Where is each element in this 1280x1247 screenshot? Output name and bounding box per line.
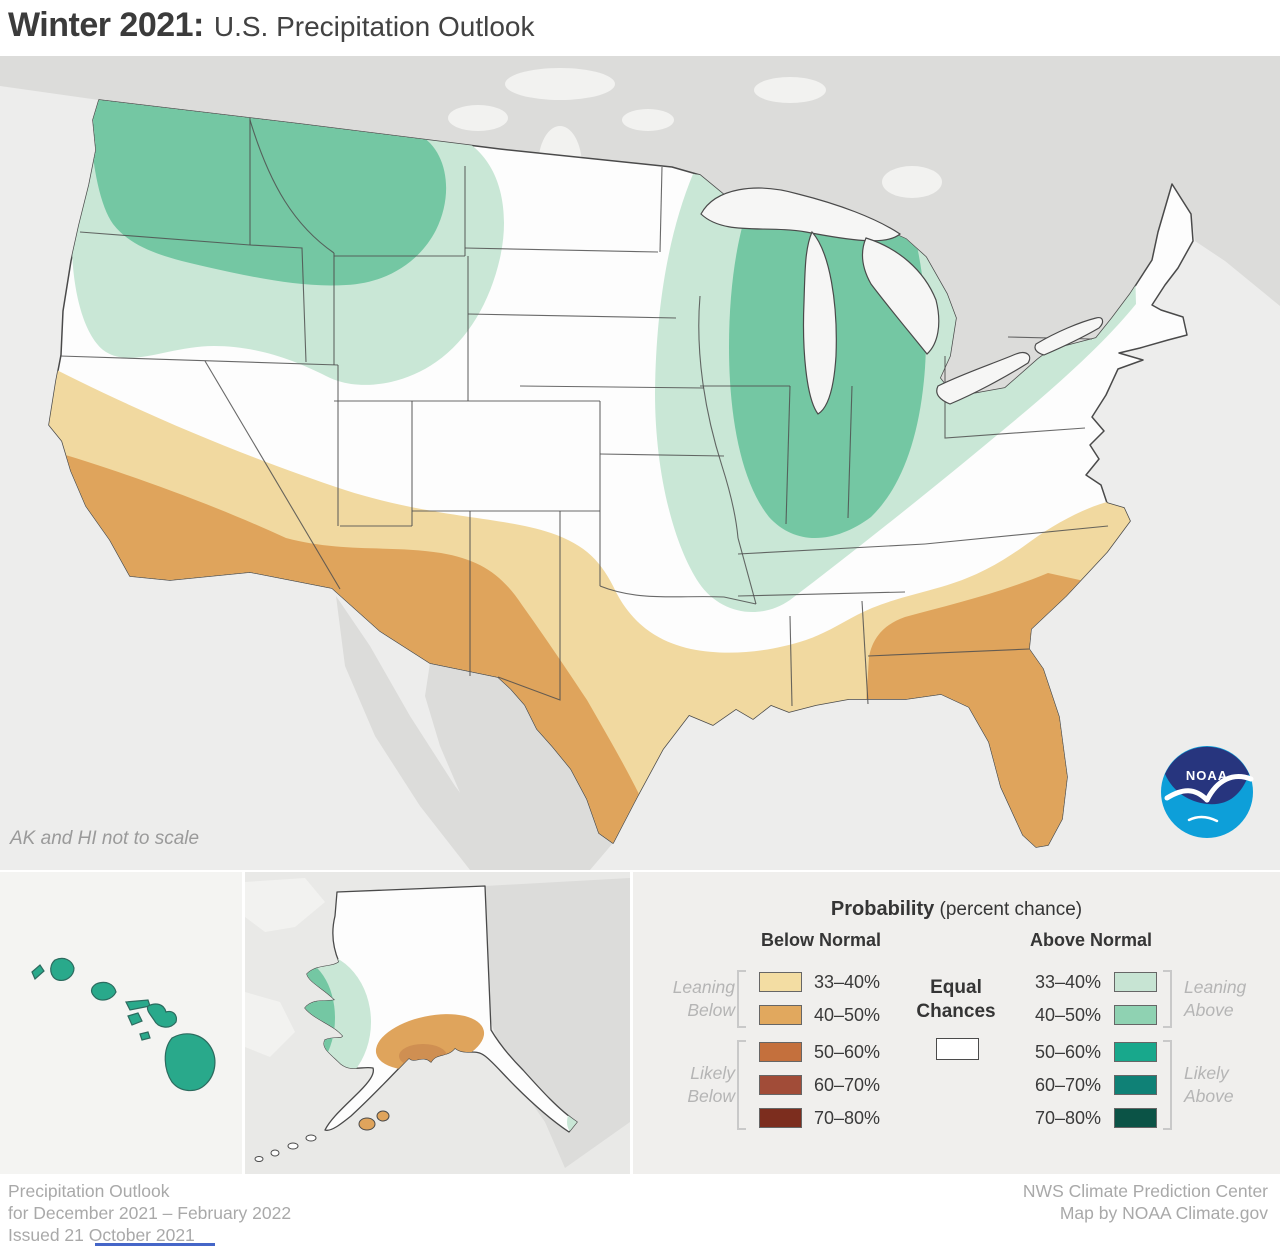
island-oahu: [90, 981, 117, 1001]
bottom-blue-line: [95, 1243, 215, 1246]
legend-swatch-below-70-80: [759, 1108, 802, 1128]
footer-period-line: for December 2021 – February 2022: [8, 1203, 292, 1223]
scale-note: AK and HI not to scale: [10, 828, 200, 849]
legend-swatch-above-70-80: [1114, 1108, 1157, 1128]
noaa-gull-right-wing: [1204, 774, 1254, 803]
legend-label-below-33-40: 33–40%: [814, 972, 881, 992]
great-lakes: [700, 187, 1104, 415]
canada-yukon: [485, 878, 630, 1168]
noaa-wave: [1187, 815, 1219, 823]
lake-michigan: [802, 230, 837, 415]
legend-swatch-equal-chances: [936, 1038, 979, 1060]
legend: Probability (percent chance) Below Norma…: [633, 872, 1280, 1174]
legend-swatch-below-40-50: [759, 1005, 802, 1025]
island-kauai: [50, 957, 75, 981]
footer-right: NWS Climate Prediction Center Map by NOA…: [1023, 1180, 1268, 1224]
bracket-leaning-above: [1163, 970, 1172, 1028]
island-lanai: [127, 1012, 143, 1026]
footer: Precipitation Outlook for December 2021 …: [0, 1174, 1280, 1247]
region-above-40-50-northwest: [89, 100, 447, 286]
noaa-logo: NOAA: [1161, 746, 1254, 838]
legend-below-header: Below Normal: [760, 930, 882, 950]
legend-label-above-40-50: 40–50%: [1034, 1005, 1101, 1025]
legend-label-above-33-40: 33–40%: [1034, 972, 1101, 992]
legend-swatch-below-60-70: [759, 1075, 802, 1095]
legend-label-above-50-60: 50–60%: [1034, 1042, 1101, 1062]
island-molokai: [125, 999, 151, 1011]
state-borders: [59, 118, 1109, 707]
noaa-logo-label: NOAA: [1186, 768, 1228, 783]
hawaii-inset: [0, 872, 242, 1174]
hawaii-islands: [31, 957, 216, 1092]
page-title-subject: U.S. Precipitation Outlook: [213, 11, 535, 42]
alaska-svg: [245, 872, 630, 1174]
legend-label-above-70-80: 70–80%: [1034, 1108, 1101, 1128]
label-likely-above: Likely Above: [1184, 1063, 1234, 1106]
footer-credit-line: Map by NOAA Climate.gov: [1059, 1203, 1268, 1223]
canada-land: [0, 56, 1280, 397]
russia-land: [245, 878, 325, 932]
footer-source-line: NWS Climate Prediction Center: [1022, 1181, 1268, 1201]
kodiak-islands: [358, 1110, 390, 1131]
equal-chances-label: Equal Chances: [916, 977, 996, 1022]
legend-label-below-60-70: 60–70%: [814, 1075, 881, 1095]
page-title-season: Winter 2021:: [8, 6, 204, 44]
conus-map: NOAA AK and HI not to scale: [0, 56, 1280, 870]
alaska-inset: [245, 872, 630, 1174]
lake-erie: [936, 351, 1031, 405]
legend-label-below-70-80: 70–80%: [814, 1108, 881, 1128]
bracket-leaning-below: [737, 970, 746, 1028]
island-hawaii: [164, 1033, 216, 1092]
page-title: Winter 2021: U.S. Precipitation Outlook: [8, 6, 534, 45]
footer-outlook-line: Precipitation Outlook: [8, 1181, 170, 1201]
legend-swatch-below-33-40: [759, 972, 802, 992]
label-leaning-below: Leaning Below: [672, 977, 735, 1020]
hawaii-svg: [31, 957, 216, 1092]
russia-land-2: [245, 992, 295, 1057]
legend-swatch-above-40-50: [1114, 1005, 1157, 1025]
legend-label-below-40-50: 40–50%: [814, 1005, 881, 1025]
island-maui: [146, 1003, 177, 1028]
aleutian-islands: [254, 1134, 317, 1162]
lake-ontario: [1034, 317, 1104, 356]
legend-title-rest: (percent chance): [934, 899, 1083, 920]
legend-swatch-below-50-60: [759, 1042, 802, 1062]
footer-issued-line: Issued 21 October 2021: [8, 1225, 195, 1245]
label-leaning-above: Leaning Above: [1184, 977, 1247, 1020]
legend-above-header: Above Normal: [1029, 930, 1153, 950]
noaa-gull-left-wing: [1164, 788, 1210, 803]
lake-huron: [861, 237, 940, 355]
legend-swatch-above-33-40: [1114, 972, 1157, 992]
bracket-likely-above: [1163, 1040, 1172, 1130]
mexico-land: [425, 663, 613, 870]
legend-title-strong: Probability: [830, 898, 935, 920]
bracket-likely-below: [737, 1040, 746, 1130]
island-kahoolawe: [139, 1031, 151, 1041]
label-likely-below: Likely Below: [687, 1063, 735, 1106]
lake-superior: [700, 187, 901, 242]
legend-swatch-above-60-70: [1114, 1075, 1157, 1095]
legend-label-above-60-70: 60–70%: [1034, 1075, 1101, 1095]
footer-left: Precipitation Outlook for December 2021 …: [8, 1180, 291, 1246]
island-niihau: [31, 964, 45, 981]
legend-title: Probability (percent chance): [633, 898, 1280, 921]
legend-label-below-50-60: 50–60%: [814, 1042, 881, 1062]
legend-swatch-above-50-60: [1114, 1042, 1157, 1062]
conus-map-svg: NOAA: [0, 56, 1280, 870]
